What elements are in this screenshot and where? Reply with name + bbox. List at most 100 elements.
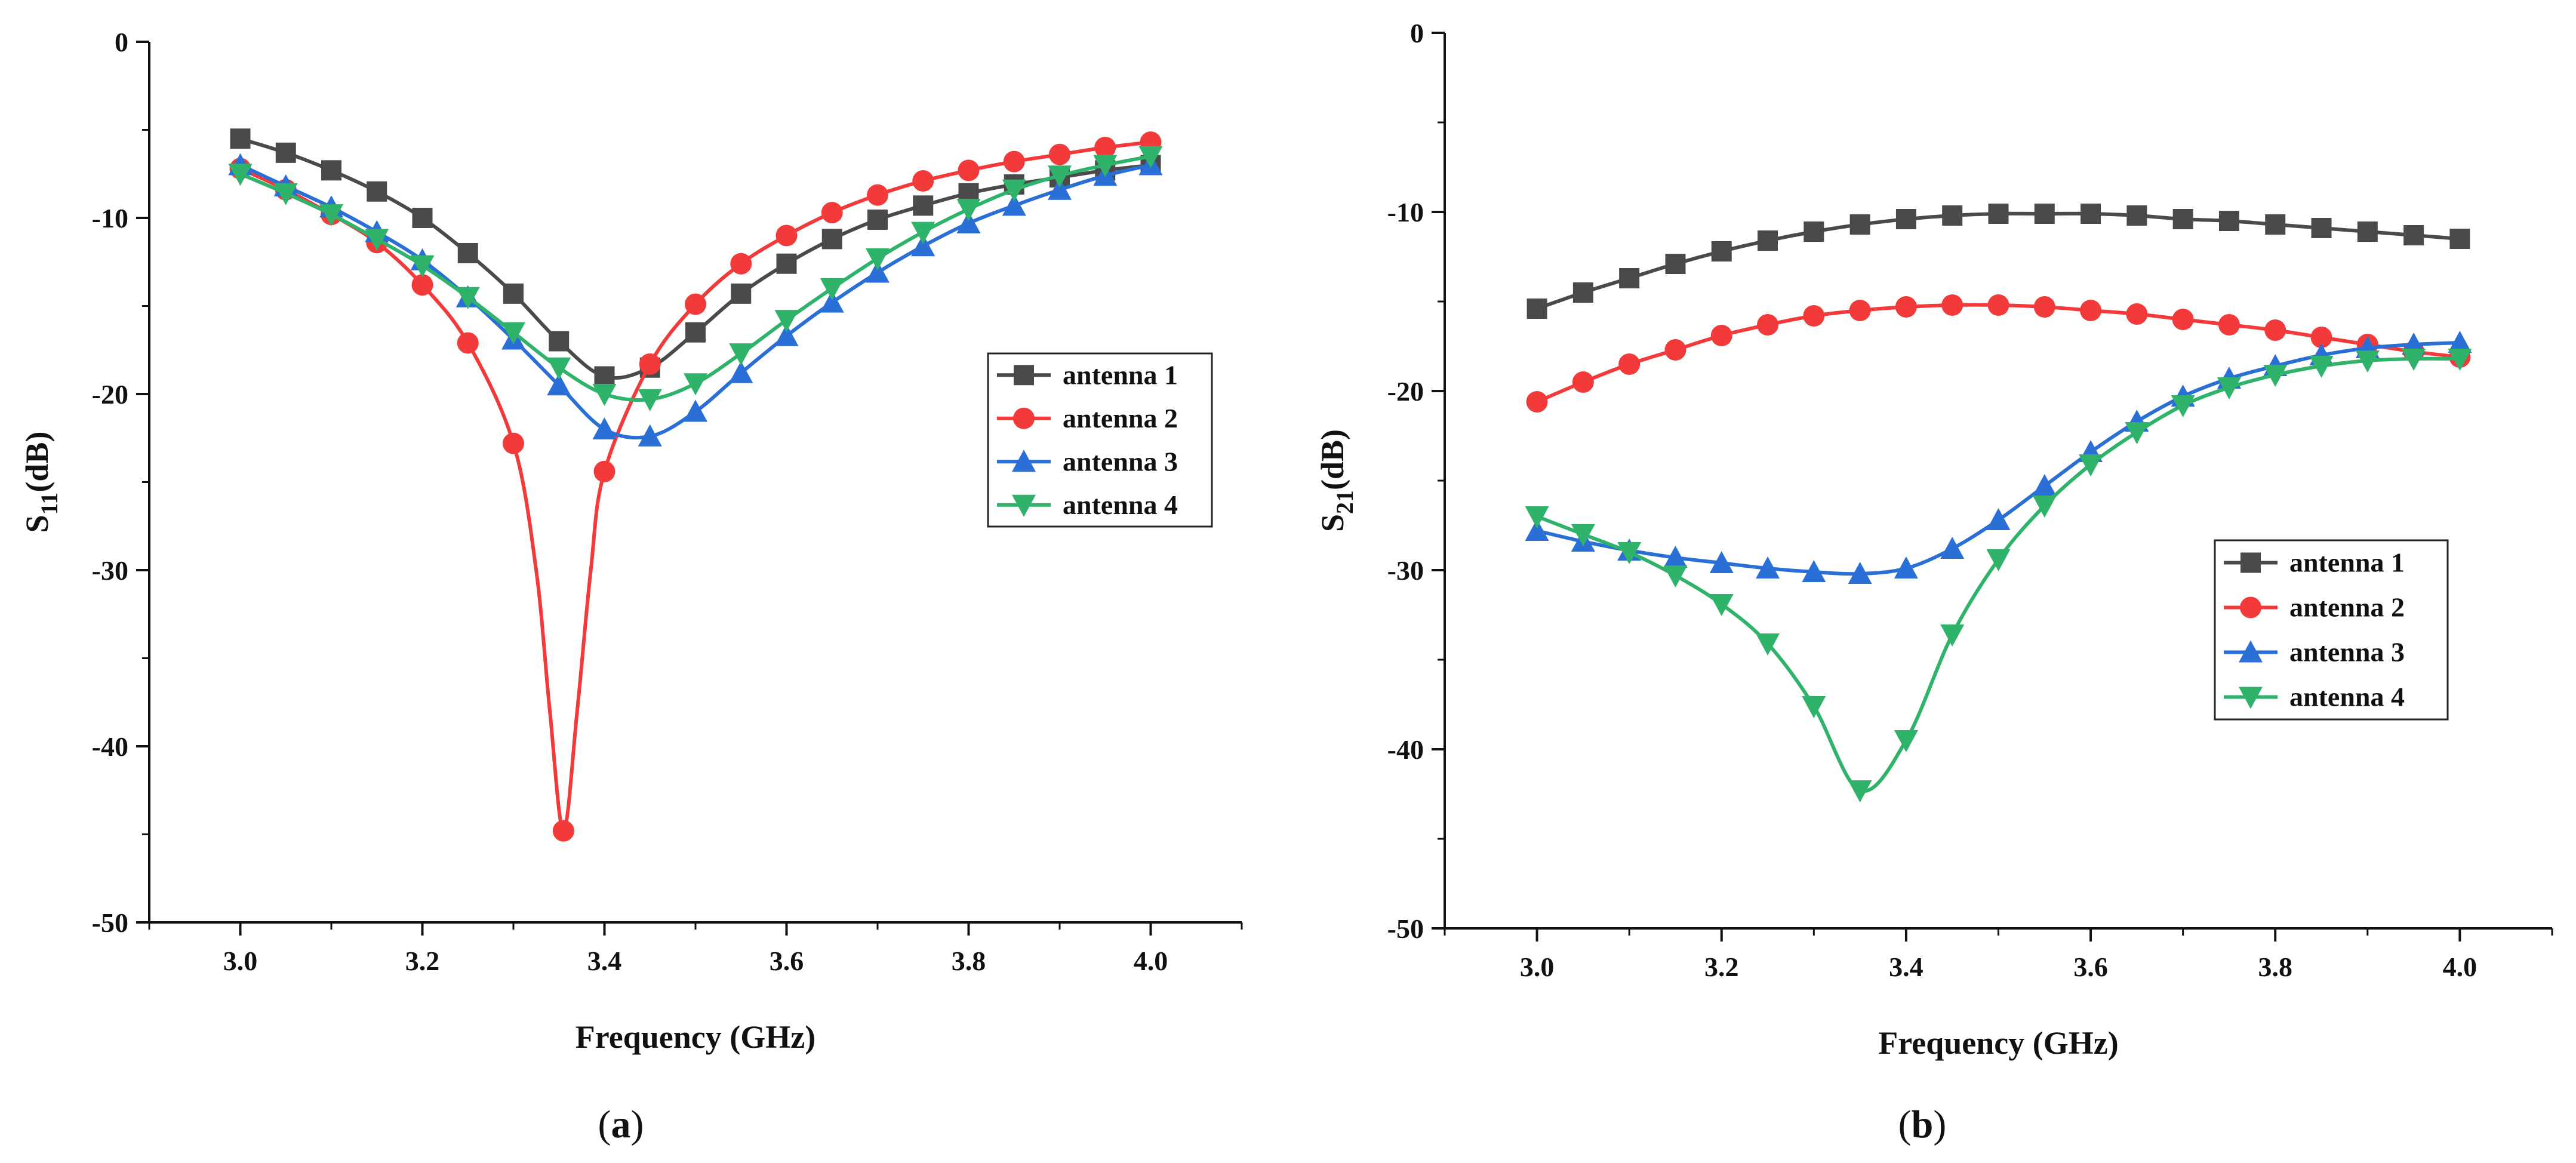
- y-tick-label: -10: [1387, 197, 1424, 227]
- data-point: [684, 399, 707, 422]
- data-point: [1940, 537, 1965, 559]
- data-point: [1526, 299, 1547, 319]
- legend: antenna 1 antenna 2 antenna 3 antenna 4: [987, 352, 1213, 528]
- data-point: [2126, 303, 2148, 325]
- series-antenna4: [228, 146, 1163, 411]
- data-point: [321, 160, 341, 181]
- series-antenna4: [1525, 349, 2472, 802]
- data-point: [638, 424, 662, 447]
- data-point: [1988, 204, 2009, 224]
- data-point: [1572, 282, 1593, 303]
- data-point: [2355, 350, 2380, 373]
- data-point: [958, 159, 980, 181]
- data-point: [821, 229, 842, 250]
- data-point: [273, 183, 298, 205]
- data-point: [1663, 565, 1688, 587]
- data-point: [2263, 365, 2288, 387]
- data-point: [1002, 193, 1026, 216]
- data-point: [729, 361, 753, 383]
- data-point: [1619, 268, 1640, 288]
- data-point: [1849, 300, 1871, 321]
- data-point: [365, 229, 389, 251]
- legend-marker: [1013, 407, 1035, 429]
- data-point: [457, 332, 479, 354]
- y-axis-title-unit: (dB): [1315, 429, 1350, 490]
- data-point: [1894, 556, 1918, 579]
- data-point: [684, 373, 707, 396]
- data-point: [410, 255, 435, 278]
- data-point: [1756, 556, 1780, 579]
- data-point: [2034, 204, 2055, 224]
- data-point: [2081, 204, 2101, 224]
- data-point: [2172, 309, 2194, 330]
- data-point: [1986, 549, 2011, 571]
- y-tick-label: -30: [92, 555, 128, 586]
- data-point: [911, 234, 935, 257]
- data-point: [1663, 546, 1688, 568]
- data-point: [592, 417, 617, 439]
- legend-label: antenna 2: [1063, 403, 1178, 433]
- legend-marker: [1012, 450, 1036, 472]
- data-point: [685, 322, 706, 343]
- y-tick-label: -50: [1387, 913, 1424, 944]
- data-point: [2032, 474, 2057, 496]
- panel-caption: (b): [1898, 1103, 1947, 1146]
- data-point: [774, 324, 799, 346]
- data-point: [1848, 780, 1872, 802]
- x-tick-label: 3.4: [587, 946, 622, 976]
- y-tick-label: -30: [1387, 555, 1424, 586]
- data-point: [1802, 560, 1826, 582]
- data-point: [775, 224, 798, 247]
- data-point: [503, 283, 524, 304]
- data-point: [2217, 377, 2241, 399]
- data-point: [638, 389, 662, 411]
- x-tick-label: 3.2: [405, 946, 440, 976]
- data-point: [1617, 542, 1642, 564]
- data-point: [2172, 209, 2193, 229]
- data-point: [1709, 594, 1734, 616]
- y-tick-label: 0: [115, 27, 128, 57]
- y-tick-label: -40: [92, 731, 128, 762]
- y-tick-label: -10: [92, 203, 128, 233]
- y-tick-label: -50: [92, 907, 128, 938]
- x-axis-title: Frequency (GHz): [1878, 1025, 2118, 1061]
- legend-label: antenna 2: [2289, 592, 2405, 623]
- data-point: [412, 208, 433, 228]
- data-point: [2264, 319, 2286, 341]
- legend-marker: [1012, 494, 1036, 517]
- data-point: [1986, 508, 2011, 530]
- y-tick-label: 0: [1410, 18, 1424, 48]
- y-axis-title-symbol: S: [1315, 514, 1350, 532]
- data-point: [547, 357, 571, 380]
- legend-marker: [1014, 365, 1034, 386]
- data-point: [1756, 633, 1780, 656]
- data-point: [774, 310, 799, 333]
- data-point: [2032, 496, 2057, 518]
- data-point: [1664, 339, 1686, 361]
- data-point: [2403, 225, 2424, 245]
- data-point: [1003, 150, 1025, 173]
- data-point: [2218, 211, 2239, 231]
- x-tick-label: 4.0: [2443, 952, 2477, 982]
- data-point: [1048, 177, 1072, 200]
- data-point: [867, 184, 888, 206]
- data-point: [1048, 165, 1072, 188]
- data-point: [731, 283, 752, 304]
- data-point: [1803, 221, 1824, 242]
- data-point: [552, 820, 574, 842]
- legend-label: antenna 1: [1063, 359, 1178, 390]
- data-point: [820, 278, 844, 300]
- data-point: [729, 343, 753, 366]
- data-point: [1138, 146, 1163, 168]
- data-point: [956, 199, 981, 221]
- data-point: [2311, 218, 2332, 238]
- data-point: [501, 322, 525, 344]
- data-point: [503, 432, 524, 454]
- data-point: [1849, 214, 1870, 235]
- data-point: [2448, 349, 2472, 371]
- x-tick-label: 3.8: [952, 946, 986, 976]
- data-point: [1526, 391, 1548, 413]
- y-axis-title: S21(dB): [1315, 429, 1358, 532]
- data-point: [1571, 524, 1595, 546]
- legend: antenna 1 antenna 2 antenna 3 antenna 4: [2214, 539, 2449, 721]
